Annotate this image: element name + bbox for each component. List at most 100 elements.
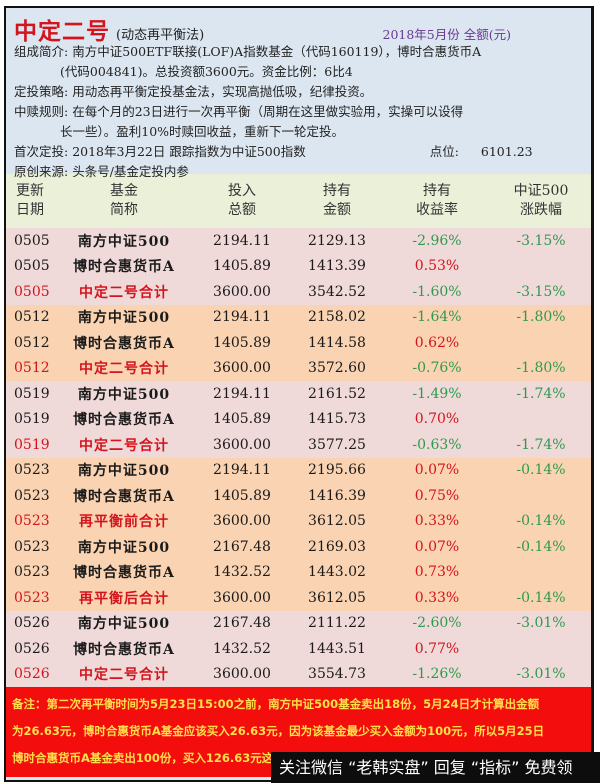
holding-return: -1.49%: [384, 381, 490, 407]
fund-name: 博时合惠货币A: [54, 636, 194, 662]
invested-total: 2194.11: [194, 381, 290, 407]
composition-row: 组成简介: 南方中证500ETF联接(LOF)A指数基金（代码160119），博…: [14, 42, 583, 62]
invested-total: 2167.48: [194, 610, 290, 636]
report-subtitle: (动态再平衡法): [116, 28, 205, 43]
invested-total: 2194.11: [194, 228, 290, 254]
first-invest-text: 2018年3月22日 跟踪指数为中证500指数: [72, 144, 306, 159]
table-row-total: 0523 再平衡后合计 3600.00 3612.05 0.33% -0.14%: [6, 585, 591, 611]
fund-report-card: 中定二号 (动态再平衡法) 2018年5月份 全额(元) 组成简介: 南方中证5…: [4, 6, 594, 782]
holding-amount: 2195.66: [290, 457, 384, 483]
fund-name: 博时合惠货币A: [54, 483, 194, 509]
update-date: 0523: [6, 508, 54, 534]
fund-name: 南方中证500: [54, 457, 194, 483]
source-row: 原创来源: 头条号/基金定投内参: [14, 162, 583, 182]
update-date: 0523: [6, 559, 54, 585]
table-row-total: 0519 中定二号合计 3600.00 3577.25 -0.63% -1.74%: [6, 432, 591, 458]
csi500-change: -0.14%: [490, 508, 591, 534]
table-row-total: 0505 中定二号合计 3600.00 3542.52 -1.60% -3.15%: [6, 279, 591, 305]
remark-line-2: 为26.63元，博时合惠货币A基金应该买入26.63元，因为该基金最少买入金额为…: [12, 724, 545, 738]
column-header-line-1: 持有: [423, 183, 451, 199]
invested-total: 1432.52: [194, 636, 290, 662]
update-date: 0512: [6, 330, 54, 356]
column-header: 持有 收益率: [384, 174, 490, 228]
invested-total: 1405.89: [194, 483, 290, 509]
csi500-change: -1.74%: [490, 381, 591, 407]
strategy-text: 用动态再平衡定投基金法，实现高抛低吸，纪律投资。: [72, 84, 373, 99]
column-header: 中证500 涨跌幅: [490, 174, 591, 228]
update-date: 0523: [6, 457, 54, 483]
holding-return: -1.64%: [384, 304, 490, 330]
csi500-change: -1.80%: [490, 355, 591, 381]
column-header-line-1: 中证500: [513, 183, 569, 199]
fund-name: 南方中证500: [54, 381, 194, 407]
fund-name: 博时合惠货币A: [54, 559, 194, 585]
holding-amount: 3554.73: [290, 661, 384, 687]
holding-return: 0.07%: [384, 534, 490, 560]
update-date: 0526: [6, 636, 54, 662]
holding-return: 0.53%: [384, 253, 490, 279]
column-header-line-2: 简称: [110, 202, 138, 218]
holding-amount: 3612.05: [290, 508, 384, 534]
holding-amount: 1415.73: [290, 406, 384, 432]
table-row: 0512 南方中证500 2194.11 2158.02 -1.64% -1.80%: [6, 304, 591, 330]
column-header-line-2: 金额: [323, 202, 351, 218]
holding-amount: 3572.60: [290, 355, 384, 381]
update-date: 0526: [6, 661, 54, 687]
holding-return: 0.73%: [384, 559, 490, 585]
column-header: 更新 日期: [6, 174, 54, 228]
update-date: 0519: [6, 381, 54, 407]
invested-total: 1405.89: [194, 330, 290, 356]
holding-amount: 2161.52: [290, 381, 384, 407]
table-row-total: 0526 中定二号合计 3600.00 3554.73 -1.26% -3.01%: [6, 661, 591, 687]
table-row: 0519 南方中证500 2194.11 2161.52 -1.49% -1.74%: [6, 381, 591, 407]
composition-row-2: (代码004841)。总投资额3600元。资金比例：6比4: [14, 62, 583, 82]
index-point-label: 点位:: [429, 144, 459, 159]
table-row: 0526 南方中证500 2167.48 2111.22 -2.60% -3.01%: [6, 610, 591, 636]
redeem-text-2: 长一些）。盈利10%时赎回收益，重新下一轮定投。: [60, 124, 345, 139]
fund-name: 南方中证500: [54, 304, 194, 330]
fund-name: 中定二号合计: [54, 432, 194, 458]
redeem-row: 中赎规则: 在每个月的23日进行一次再平衡（周期在这里做实验用，实操可以设得: [14, 102, 583, 122]
table-row: 0526 博时合惠货币A 1432.52 1443.51 0.77%: [6, 636, 591, 662]
invested-total: 3600.00: [194, 508, 290, 534]
strategy-row: 定投策略: 用动态再平衡定投基金法，实现高抛低吸，纪律投资。: [14, 82, 583, 102]
column-header-line-2: 日期: [16, 202, 44, 218]
remark-line-3: 博时合惠货币A基金卖出100份，买入126.63元这: [12, 751, 274, 765]
fund-name: 南方中证500: [54, 610, 194, 636]
redeem-label: 中赎规则:: [14, 104, 69, 119]
invested-total: 2194.11: [194, 304, 290, 330]
csi500-change: [490, 483, 591, 509]
fund-name: 博时合惠货币A: [54, 253, 194, 279]
holding-return: -0.76%: [384, 355, 490, 381]
column-header: 持有 金额: [290, 174, 384, 228]
update-date: 0505: [6, 279, 54, 305]
fund-name: 博时合惠货币A: [54, 330, 194, 356]
fund-name: 博时合惠货币A: [54, 406, 194, 432]
table-row: 0519 博时合惠货币A 1405.89 1415.73 0.70%: [6, 406, 591, 432]
holding-return: 0.07%: [384, 457, 490, 483]
holding-amount: 3612.05: [290, 585, 384, 611]
csi500-change: -3.15%: [490, 279, 591, 305]
update-date: 0523: [6, 534, 54, 560]
holding-return: -2.96%: [384, 228, 490, 254]
holding-return: -0.63%: [384, 432, 490, 458]
holding-amount: 1413.39: [290, 253, 384, 279]
table-row: 0512 博时合惠货币A 1405.89 1414.58 0.62%: [6, 330, 591, 356]
column-header-line-1: 基金: [110, 183, 138, 199]
column-header-line-2: 收益率: [416, 202, 458, 218]
csi500-change: -3.01%: [490, 661, 591, 687]
holding-amount: 2111.22: [290, 610, 384, 636]
holding-amount: 2169.03: [290, 534, 384, 560]
holdings-table: 更新 日期 基金 简称 投入 总额 持有 金额 持有 收益率 中证500 涨跌幅 0505 南方中证50…: [6, 174, 591, 687]
table-row: 0523 博时合惠货币A 1432.52 1443.02 0.73%: [6, 559, 591, 585]
holding-return: 0.70%: [384, 406, 490, 432]
composition-text-2: (代码004841)。总投资额3600元。资金比例：6比4: [60, 64, 353, 79]
holding-return: -2.60%: [384, 610, 490, 636]
column-header-line-2: 总额: [228, 202, 256, 218]
remark-line-1: 备注：第二次再平衡时间为5月23日15:00之前，南方中证500基金卖出18份，…: [12, 697, 540, 711]
composition-label: 组成简介:: [14, 44, 69, 59]
index-point: 点位: 6101.23: [430, 142, 533, 162]
invested-total: 1405.89: [194, 253, 290, 279]
table-row: 0523 南方中证500 2194.11 2195.66 0.07% -0.14%: [6, 457, 591, 483]
invested-total: 3600.00: [194, 432, 290, 458]
